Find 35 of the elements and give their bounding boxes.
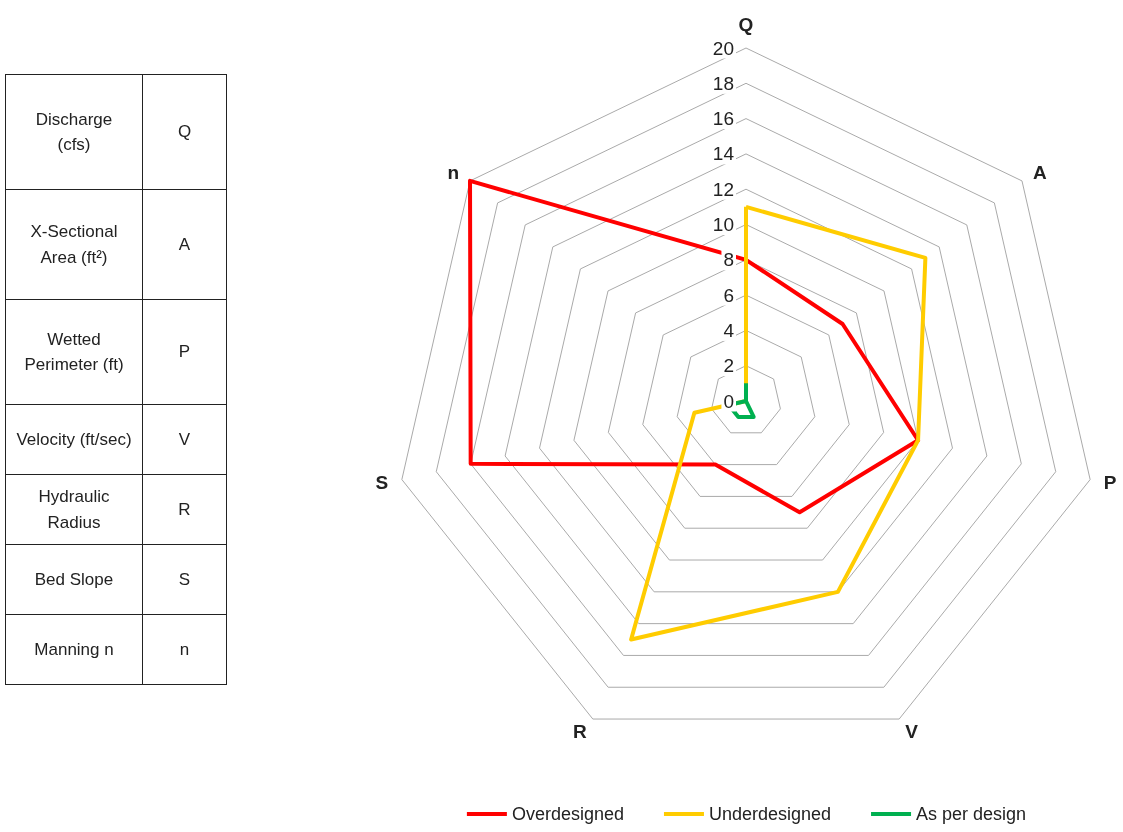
y-tick-label: 0	[723, 390, 734, 412]
text: Bed Slope	[5, 544, 143, 615]
spoke-label: A	[1032, 161, 1047, 183]
y-tick-label: 12	[712, 178, 734, 200]
text: n	[142, 614, 227, 685]
y-tick-label: 8	[723, 249, 734, 271]
legend-label: As per design	[916, 804, 1027, 824]
y-tick-label: 20	[712, 37, 734, 59]
text: S	[142, 544, 227, 615]
text: A	[142, 189, 227, 300]
spoke-label: V	[905, 721, 919, 743]
text: R	[142, 474, 227, 545]
spoke-label: R	[573, 721, 588, 743]
spoke-label: S	[375, 472, 389, 494]
text: V	[142, 404, 227, 475]
text: Manning n	[5, 614, 143, 685]
text: Q	[142, 74, 227, 190]
legend-label: Underdesigned	[708, 804, 832, 824]
spoke-label: P	[1103, 472, 1117, 494]
legend-label: Overdesigned	[511, 804, 624, 824]
text: Hydraulic Radius	[5, 474, 143, 545]
y-tick-label: 10	[712, 214, 734, 235]
text: P	[142, 299, 227, 405]
text: Discharge (cfs)	[5, 74, 143, 190]
y-tick-label: 4	[723, 319, 735, 341]
text: Velocity (ft/sec)	[5, 404, 143, 475]
y-tick-label: 6	[723, 284, 734, 306]
text: Wetted Perimeter (ft)	[5, 299, 143, 405]
spoke-label: Q	[738, 14, 754, 35]
spoke-label: n	[447, 161, 460, 183]
y-tick-label: 2	[723, 355, 734, 377]
y-tick-label: 16	[712, 108, 734, 130]
y-tick-label: 18	[712, 72, 734, 94]
text: X-Sectional Area (ft²)	[5, 189, 143, 300]
y-tick-label: 14	[712, 143, 735, 165]
